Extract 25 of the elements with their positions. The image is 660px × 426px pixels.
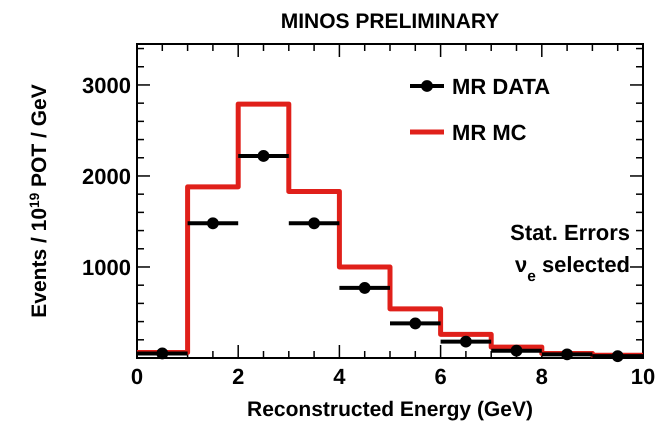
y-tick-label: 3000 bbox=[82, 72, 131, 98]
legend-label: MR MC bbox=[452, 120, 527, 145]
point bbox=[206, 217, 219, 230]
chart-title: MINOS PRELIMINARY bbox=[280, 10, 500, 33]
x-tick-label: 0 bbox=[130, 364, 144, 389]
point bbox=[612, 350, 624, 362]
annotation: Stat. Errors bbox=[510, 220, 630, 245]
point bbox=[258, 150, 270, 162]
x-axis-title: Reconstructed Energy (GeV) bbox=[247, 398, 533, 421]
point bbox=[308, 217, 320, 230]
point bbox=[409, 318, 422, 330]
point bbox=[460, 336, 472, 348]
point bbox=[510, 344, 522, 357]
legend-label: MR DATA bbox=[452, 74, 550, 99]
annotation: ν$_{e}$ selected bbox=[515, 252, 630, 284]
x-tick-label: 2 bbox=[232, 364, 244, 389]
x-tick-label: 6 bbox=[434, 364, 447, 389]
point bbox=[561, 348, 574, 360]
point bbox=[156, 348, 168, 360]
x-tick-label: 4 bbox=[333, 364, 346, 389]
y-tick-label: 1000 bbox=[82, 254, 131, 280]
x-tick-label: 8 bbox=[536, 364, 548, 389]
y-tick-label: 2000 bbox=[82, 164, 131, 189]
x-tick-label: 10 bbox=[630, 364, 656, 389]
point bbox=[358, 282, 371, 294]
